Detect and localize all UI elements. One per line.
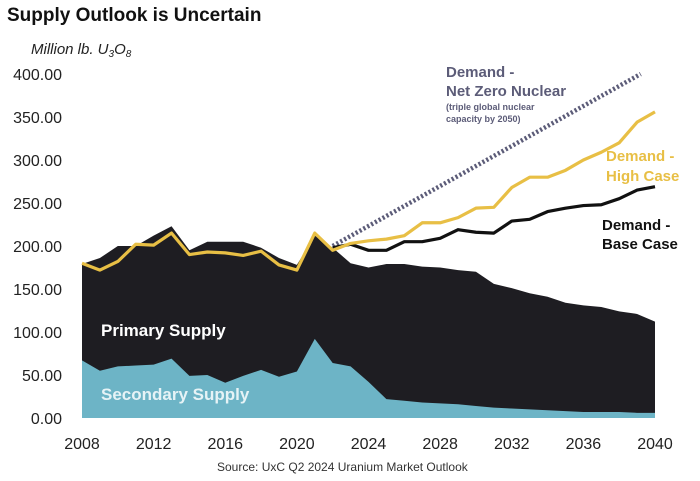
y-tick-label: 50.00: [22, 368, 62, 385]
y-axis-label: Million lb. U3O8: [31, 41, 132, 60]
x-tick-label: 2016: [207, 436, 243, 453]
x-tick-label: 2028: [422, 436, 458, 453]
x-tick-label: 2040: [637, 436, 673, 453]
secondary-supply-area: [82, 338, 655, 418]
secondary-supply-label: Secondary Supply: [101, 385, 250, 404]
y-tick-label: 0.00: [31, 411, 62, 428]
x-tick-label: 2008: [64, 436, 100, 453]
y-axis-ticks: 400.00 350.00 300.00 250.00 200.00 150.00 100.…: [13, 67, 62, 428]
x-tick-label: 2032: [494, 436, 530, 453]
y-tick-label: 100.00: [13, 325, 62, 342]
y-tick-label: 350.00: [13, 110, 62, 127]
source-note: Source: UxC Q2 2024 Uranium Market Outlo…: [217, 460, 469, 474]
y-tick-label: 200.00: [13, 239, 62, 256]
high-case-label-line1: Demand -: [606, 148, 674, 165]
x-axis-ticks: 2008 2012 2016 2020 2024 2028 2032 2036 2040: [64, 436, 673, 453]
x-tick-label: 2020: [279, 436, 315, 453]
primary-supply-area: [82, 226, 655, 418]
x-tick-label: 2024: [351, 436, 387, 453]
base-case-label-line2: Base Case: [602, 236, 678, 253]
high-case-label-line2: High Case: [606, 168, 679, 185]
primary-supply-label: Primary Supply: [101, 321, 226, 340]
y-tick-label: 150.00: [13, 282, 62, 299]
x-tick-label: 2036: [566, 436, 602, 453]
net-zero-note-line2: capacity by 2050): [446, 114, 521, 124]
demand-high-case-line: [81, 110, 656, 272]
base-case-label-line1: Demand -: [602, 217, 670, 234]
net-zero-note-line1: (triple global nuclear: [446, 102, 535, 112]
y-tick-label: 250.00: [13, 196, 62, 213]
chart-title: Supply Outlook is Uncertain: [7, 5, 261, 26]
y-tick-label: 300.00: [13, 153, 62, 170]
demand-base-case-line: [332, 185, 656, 252]
y-tick-label: 400.00: [13, 67, 62, 84]
net-zero-label-line1: Demand -: [446, 64, 514, 81]
net-zero-label-line2: Net Zero Nuclear: [446, 83, 566, 100]
x-tick-label: 2012: [136, 436, 172, 453]
demand-net-zero-line: [331, 72, 642, 248]
